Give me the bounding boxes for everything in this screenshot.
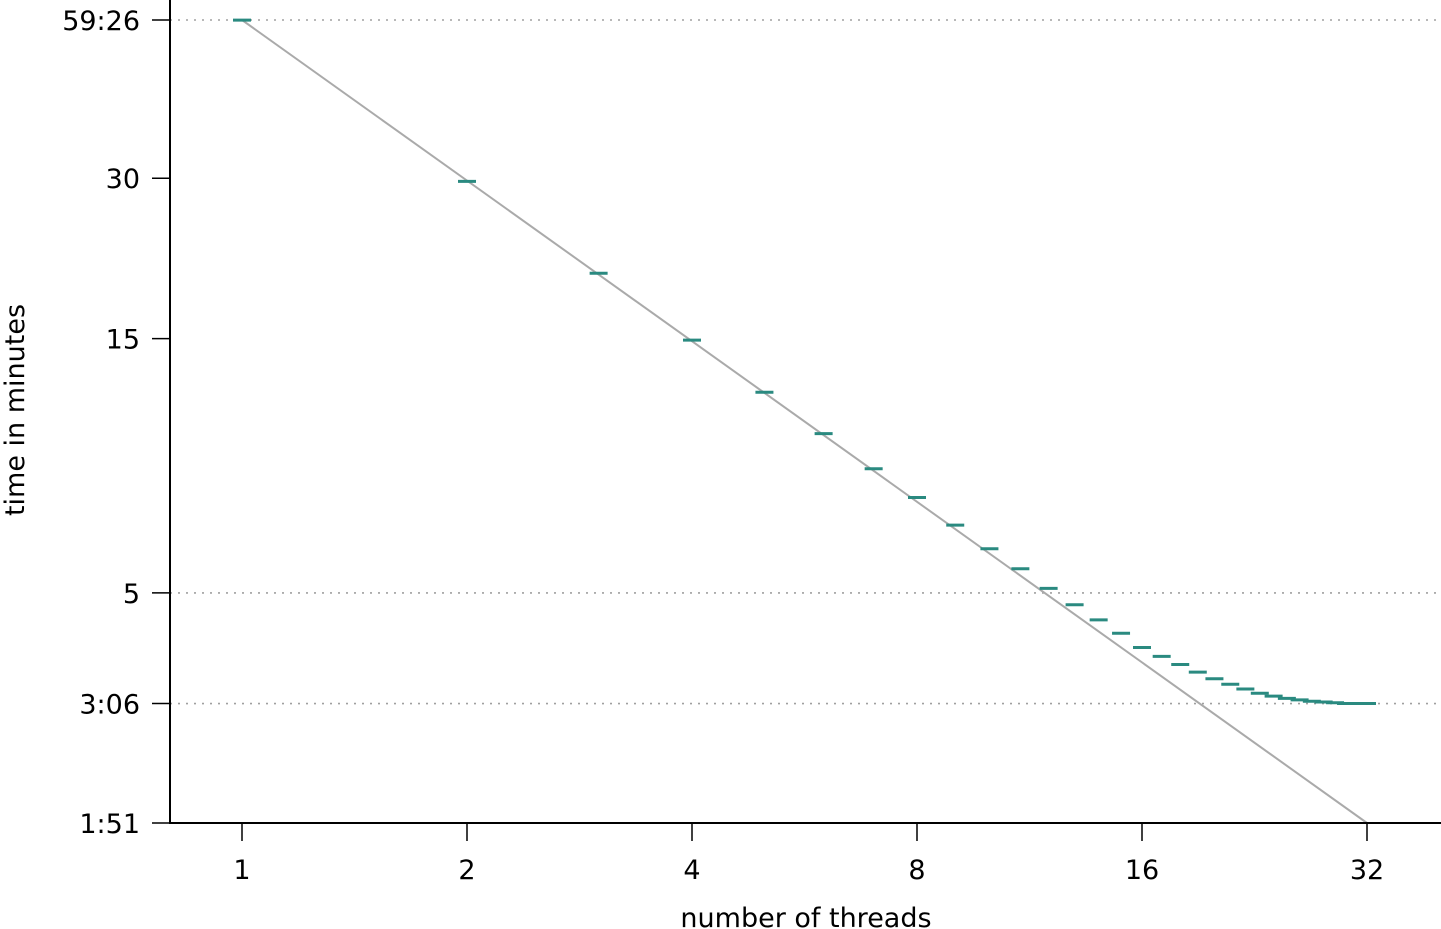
x-tick-label: 1 xyxy=(233,855,250,886)
y-tick-label: 5 xyxy=(123,579,140,610)
y-tick-label: 1:51 xyxy=(79,809,140,840)
tick-labels: 59:26 30 15 5 3:06 1:51 1 2 4 8 16 32 xyxy=(62,6,1384,886)
x-tick-label: 16 xyxy=(1125,855,1159,886)
y-tick-label: 30 xyxy=(106,164,140,195)
y-tick-label: 59:26 xyxy=(62,6,140,37)
x-axis-title: number of threads xyxy=(680,903,931,929)
y-tick-label: 15 xyxy=(106,325,140,356)
y-tick-label: 3:06 xyxy=(79,690,140,721)
x-tick-label: 4 xyxy=(683,855,700,886)
y-axis-title: time in minutes xyxy=(0,304,31,516)
ideal-speedup-line-group xyxy=(241,19,1368,824)
data-marks xyxy=(233,18,1376,706)
x-tick-label: 32 xyxy=(1350,855,1384,886)
axes xyxy=(152,0,1441,841)
ideal-speedup-line xyxy=(241,19,1368,824)
x-tick-label: 2 xyxy=(458,855,475,886)
x-tick-label: 8 xyxy=(908,855,925,886)
gridlines xyxy=(170,19,1441,705)
